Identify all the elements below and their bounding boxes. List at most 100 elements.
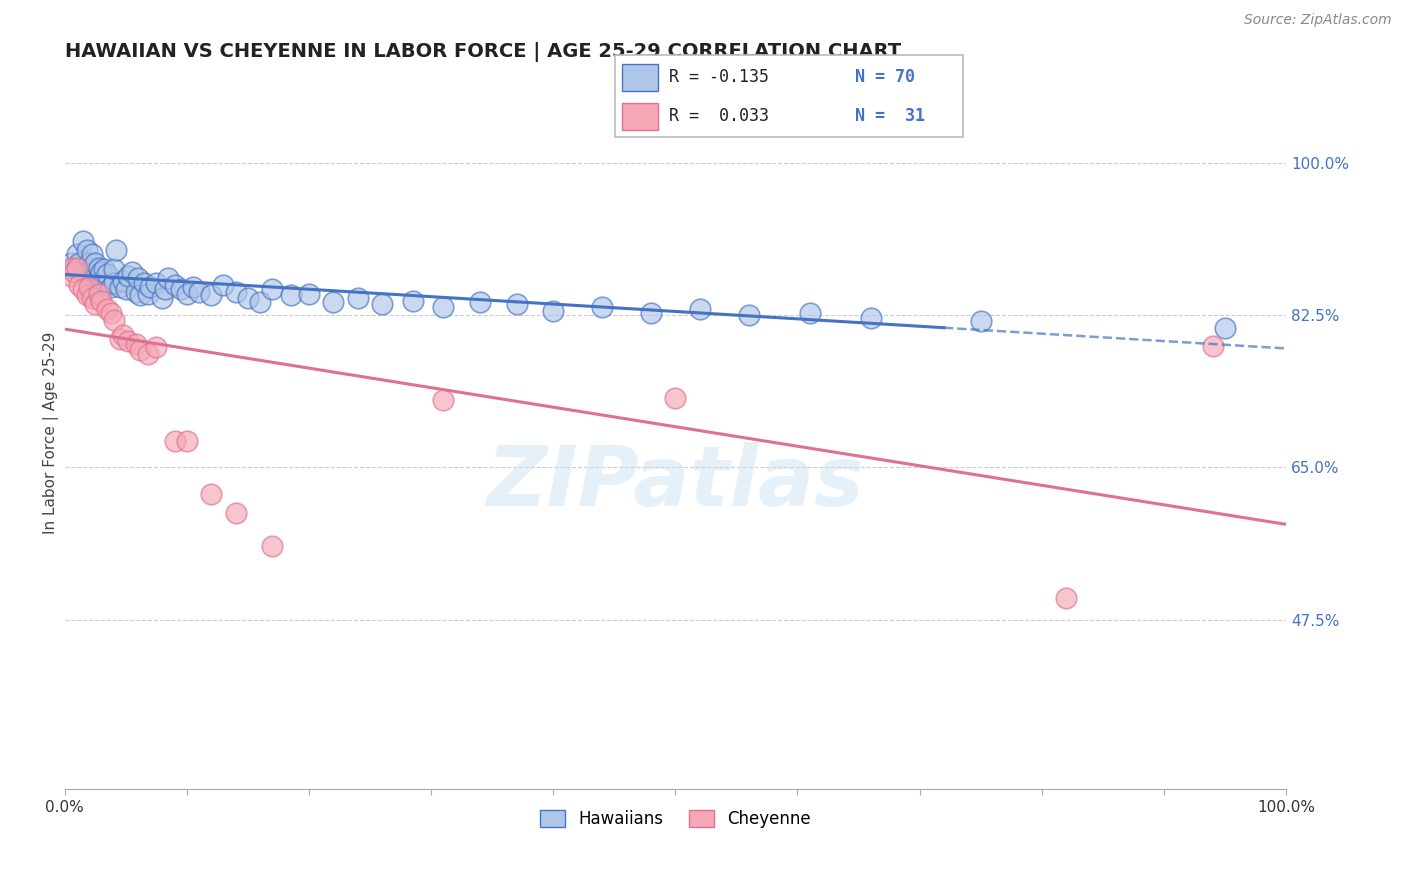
- Point: [66, 260, 89, 275]
- Point: [63, 260, 86, 275]
- Text: R =  0.033: R = 0.033: [669, 107, 769, 125]
- Legend: Hawaiians, Cheyenne: Hawaiians, Cheyenne: [533, 803, 817, 834]
- Point: [432, 392, 454, 407]
- Point: [59, 260, 82, 275]
- Point: [541, 304, 564, 318]
- Point: [139, 279, 162, 293]
- Point: [262, 282, 284, 296]
- Point: [640, 306, 662, 320]
- Text: Source: ZipAtlas.com: Source: ZipAtlas.com: [1244, 13, 1392, 28]
- Point: [72, 265, 94, 279]
- Point: [298, 286, 321, 301]
- Point: [129, 343, 152, 357]
- Point: [103, 262, 125, 277]
- Point: [67, 256, 90, 270]
- Point: [100, 279, 122, 293]
- Point: [103, 276, 125, 290]
- Point: [80, 247, 103, 261]
- Point: [90, 293, 112, 308]
- Text: N =  31: N = 31: [855, 107, 925, 125]
- Point: [96, 268, 118, 282]
- Point: [93, 262, 115, 277]
- Point: [145, 276, 167, 290]
- Point: [117, 269, 139, 284]
- Point: [689, 302, 711, 317]
- Point: [1202, 339, 1225, 353]
- Point: [505, 297, 527, 311]
- Point: [322, 295, 344, 310]
- Point: [76, 288, 98, 302]
- Point: [181, 279, 204, 293]
- Point: [59, 269, 82, 284]
- Point: [163, 277, 186, 292]
- Point: [108, 279, 131, 293]
- Point: [188, 285, 211, 299]
- Text: N = 70: N = 70: [855, 69, 915, 87]
- Point: [145, 341, 167, 355]
- Point: [67, 277, 90, 292]
- Point: [72, 282, 94, 296]
- Point: [371, 297, 394, 311]
- Point: [96, 302, 118, 317]
- Point: [225, 506, 247, 520]
- Point: [121, 265, 143, 279]
- Point: [59, 256, 82, 270]
- Point: [432, 300, 454, 314]
- Point: [84, 297, 107, 311]
- Point: [80, 260, 103, 275]
- Point: [176, 286, 198, 301]
- Point: [84, 256, 107, 270]
- Point: [76, 243, 98, 257]
- Point: [1054, 591, 1077, 605]
- Point: [84, 265, 107, 279]
- Point: [112, 274, 135, 288]
- Point: [129, 288, 152, 302]
- Point: [969, 314, 991, 328]
- Point: [249, 295, 271, 310]
- Point: [114, 282, 136, 296]
- Point: [170, 282, 193, 296]
- Point: [87, 269, 110, 284]
- Point: [346, 291, 368, 305]
- Point: [591, 300, 613, 314]
- Point: [77, 279, 100, 293]
- Point: [103, 312, 125, 326]
- Bar: [623, 63, 658, 91]
- Point: [124, 337, 146, 351]
- Point: [63, 265, 86, 279]
- Point: [280, 288, 302, 302]
- Point: [212, 277, 235, 292]
- Point: [468, 295, 491, 310]
- Point: [664, 391, 686, 405]
- Point: [200, 486, 222, 500]
- Point: [799, 306, 821, 320]
- Point: [87, 286, 110, 301]
- Point: [66, 247, 89, 261]
- Point: [737, 309, 759, 323]
- Point: [153, 282, 176, 296]
- Point: [93, 276, 115, 290]
- Point: [96, 277, 118, 292]
- Point: [225, 285, 247, 299]
- Point: [90, 265, 112, 279]
- Point: [859, 310, 882, 325]
- Y-axis label: In Labor Force | Age 25-29: In Labor Force | Age 25-29: [44, 332, 59, 534]
- Point: [108, 332, 131, 346]
- Point: [402, 293, 425, 308]
- Point: [262, 539, 284, 553]
- Text: HAWAIIAN VS CHEYENNE IN LABOR FORCE | AGE 25-29 CORRELATION CHART: HAWAIIAN VS CHEYENNE IN LABOR FORCE | AG…: [65, 42, 901, 62]
- Point: [136, 347, 159, 361]
- Point: [87, 260, 110, 275]
- Point: [100, 306, 122, 320]
- Point: [77, 256, 100, 270]
- Point: [90, 274, 112, 288]
- FancyBboxPatch shape: [616, 55, 963, 136]
- Point: [157, 271, 180, 285]
- Point: [1213, 321, 1236, 335]
- Point: [132, 276, 155, 290]
- Point: [150, 291, 173, 305]
- Point: [124, 285, 146, 299]
- Point: [236, 291, 259, 305]
- Text: ZIPatlas: ZIPatlas: [486, 442, 865, 523]
- Bar: [623, 103, 658, 130]
